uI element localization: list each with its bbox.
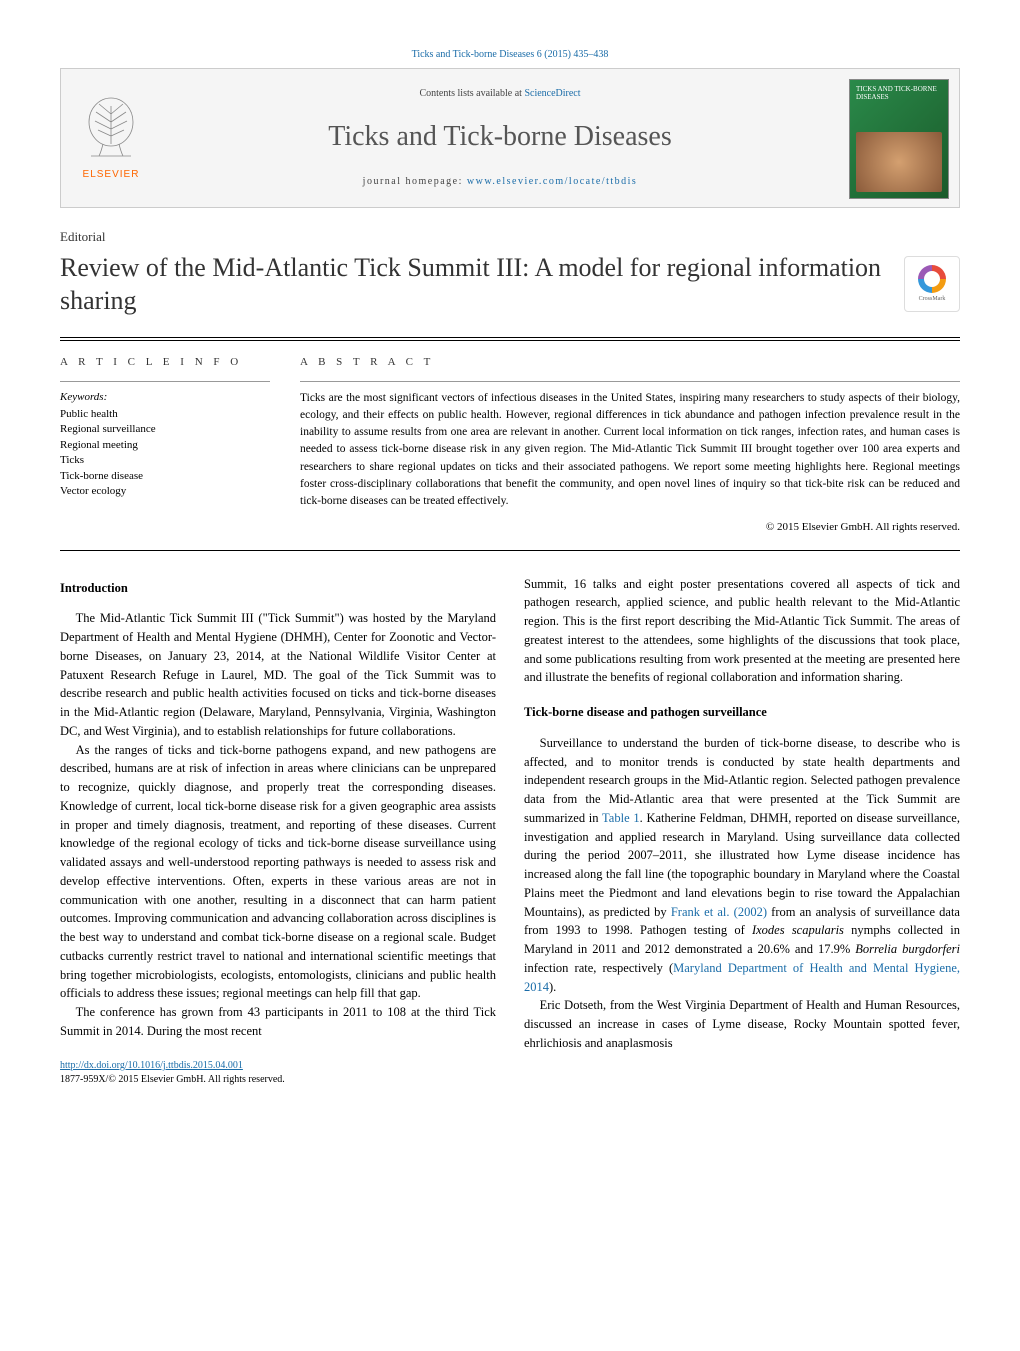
- homepage-line: journal homepage: www.elsevier.com/locat…: [363, 175, 638, 189]
- frank-citation-link[interactable]: Frank et al. (2002): [671, 905, 767, 919]
- intro-p3b: Summit, 16 talks and eight poster presen…: [524, 575, 960, 688]
- elsevier-tree-icon: [81, 94, 141, 164]
- surv-p1-e: infection rate, respectively (: [524, 961, 673, 975]
- table1-link[interactable]: Table 1: [602, 811, 640, 825]
- divider-thick: [60, 337, 960, 338]
- intro-heading: Introduction: [60, 579, 496, 598]
- homepage-link[interactable]: www.elsevier.com/locate/ttbdis: [467, 176, 637, 187]
- cover-image-icon: [856, 132, 942, 192]
- abstract-column: a b s t r a c t Ticks are the most signi…: [300, 355, 960, 536]
- info-divider: [60, 381, 270, 382]
- journal-title: Ticks and Tick-borne Diseases: [328, 117, 672, 156]
- crossmark-icon: [918, 265, 946, 293]
- species-borrelia: Borrelia burgdorferi: [855, 942, 960, 956]
- abstract-divider: [300, 381, 960, 382]
- keyword-item: Regional surveillance: [60, 422, 270, 437]
- sciencedirect-link[interactable]: ScienceDirect: [524, 88, 580, 99]
- abstract-text: Ticks are the most significant vectors o…: [300, 390, 960, 511]
- surveillance-heading: Tick-borne disease and pathogen surveill…: [524, 703, 960, 722]
- elsevier-logo[interactable]: ELSEVIER: [61, 69, 161, 207]
- surv-p1: Surveillance to understand the burden of…: [524, 734, 960, 997]
- species-ixodes: Ixodes scapularis: [752, 923, 844, 937]
- journal-header: ELSEVIER Contents lists available at Sci…: [60, 68, 960, 208]
- article-title-row: Review of the Mid-Atlantic Tick Summit I…: [60, 252, 960, 317]
- crossmark-label: CrossMark: [919, 295, 946, 303]
- keyword-item: Vector ecology: [60, 484, 270, 499]
- keyword-item: Tick-borne disease: [60, 469, 270, 484]
- surv-p2: Eric Dotseth, from the West Virginia Dep…: [524, 996, 960, 1052]
- abstract-heading: a b s t r a c t: [300, 355, 960, 370]
- cover-title: TICKS AND TICK-BORNE DISEASES: [856, 86, 942, 101]
- intro-p1: The Mid-Atlantic Tick Summit III ("Tick …: [60, 609, 496, 740]
- page-container: Ticks and Tick-borne Diseases 6 (2015) 4…: [0, 0, 1020, 1127]
- divider-below-abstract: [60, 550, 960, 551]
- surv-p1-f: ).: [549, 980, 556, 994]
- keyword-item: Regional meeting: [60, 438, 270, 453]
- body-column-left: Introduction The Mid-Atlantic Tick Summi…: [60, 575, 496, 1087]
- article-info-column: a r t i c l e i n f o Keywords: Public h…: [60, 355, 270, 536]
- article-section-label: Editorial: [60, 228, 960, 246]
- article-info-heading: a r t i c l e i n f o: [60, 355, 270, 370]
- surv-p1-b: . Katherine Feldman, DHMH, reported on d…: [524, 811, 960, 919]
- intro-p2: As the ranges of ticks and tick-borne pa…: [60, 741, 496, 1004]
- divider-thin: [60, 340, 960, 341]
- crossmark-badge[interactable]: CrossMark: [904, 256, 960, 312]
- homepage-prefix: journal homepage:: [363, 176, 467, 187]
- article-title: Review of the Mid-Atlantic Tick Summit I…: [60, 252, 884, 317]
- meta-row: a r t i c l e i n f o Keywords: Public h…: [60, 355, 960, 536]
- contents-prefix: Contents lists available at: [419, 88, 524, 99]
- body-column-right: Summit, 16 talks and eight poster presen…: [524, 575, 960, 1087]
- keywords-label: Keywords:: [60, 390, 270, 405]
- doi-link[interactable]: http://dx.doi.org/10.1016/j.ttbdis.2015.…: [60, 1060, 243, 1071]
- doi-block: http://dx.doi.org/10.1016/j.ttbdis.2015.…: [60, 1059, 496, 1087]
- keyword-item: Ticks: [60, 453, 270, 468]
- abstract-copyright: © 2015 Elsevier GmbH. All rights reserve…: [300, 520, 960, 535]
- body-columns: Introduction The Mid-Atlantic Tick Summi…: [60, 575, 960, 1087]
- intro-p3a: The conference has grown from 43 partici…: [60, 1003, 496, 1041]
- header-center: Contents lists available at ScienceDirec…: [161, 69, 839, 207]
- contents-line: Contents lists available at ScienceDirec…: [419, 87, 580, 101]
- top-citation: Ticks and Tick-borne Diseases 6 (2015) 4…: [60, 48, 960, 62]
- journal-cover-thumbnail[interactable]: TICKS AND TICK-BORNE DISEASES: [849, 79, 949, 199]
- elsevier-wordmark: ELSEVIER: [83, 168, 140, 182]
- keyword-item: Public health: [60, 407, 270, 422]
- issn-line: 1877-959X/© 2015 Elsevier GmbH. All righ…: [60, 1074, 285, 1085]
